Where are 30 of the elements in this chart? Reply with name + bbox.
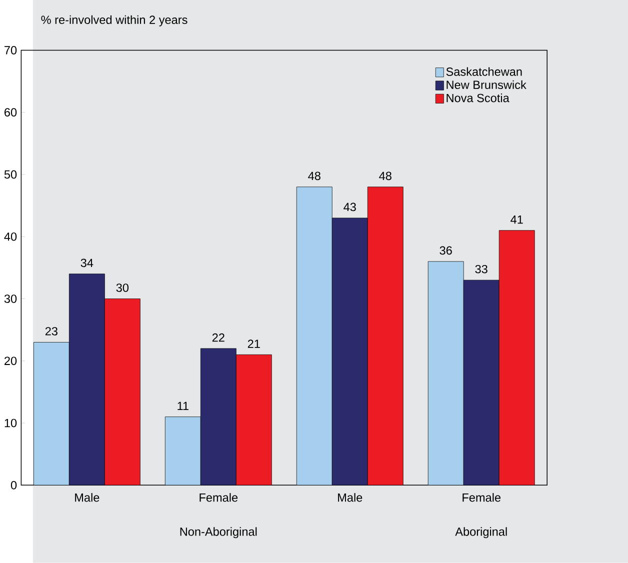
data-label: 36 [440,246,452,255]
y-tick-label: 30 [4,294,17,303]
data-label: 34 [80,258,94,268]
legend-label: New Brunswick [446,80,526,90]
data-label: 48 [379,172,392,180]
x-tick-label: Male [338,493,362,502]
data-label: 11 [178,402,188,410]
data-label: 41 [510,216,523,224]
y-tick-label: 40 [4,232,17,241]
data-label: 43 [344,202,356,212]
data-label: 33 [475,265,488,274]
data-label: 22 [212,333,224,342]
legend-label: Saskatchewan [446,67,522,76]
x-tick-label: Male [75,493,100,502]
x-tick-label: Female [462,493,501,502]
legend-label: Nova Scotia [446,94,510,102]
data-label: 23 [45,327,58,336]
y-axis-title: % re-involved within 2 years [41,15,188,26]
text: Aboriginal [455,527,507,538]
x-tick-label: Female [200,493,238,502]
y-tick-label: 10 [4,418,17,428]
y-tick-label: 20 [4,356,17,366]
y-tick-label: 60 [4,108,17,117]
y-tick-label: 0 [10,481,17,490]
data-label: 48 [308,172,320,180]
y-tick-label: 70 [4,46,17,54]
data-label: 30 [116,284,129,292]
text: Non-Aboriginal [180,527,257,538]
data-label: 21 [248,340,260,348]
y-tick-label: 50 [4,170,17,179]
